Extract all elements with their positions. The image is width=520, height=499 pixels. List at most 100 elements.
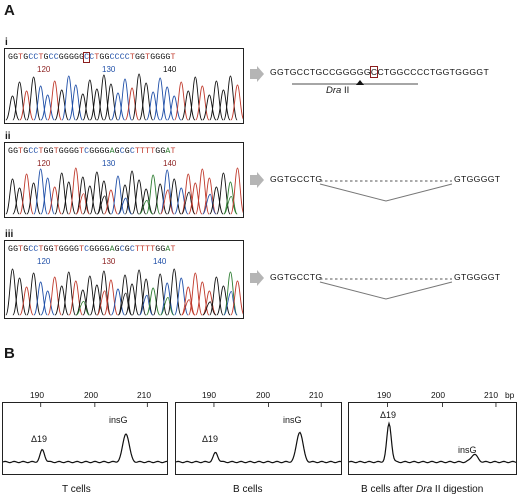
base-letter: G — [63, 53, 69, 62]
base-letter: C — [28, 147, 34, 156]
base-letter: T — [134, 245, 141, 254]
position-label: 130 — [102, 159, 116, 168]
base-letter: T — [170, 53, 176, 62]
deletion-bracket-iii — [319, 278, 453, 300]
trace-peak — [146, 174, 161, 215]
position-label: 140 — [163, 65, 177, 74]
result-base: G — [315, 67, 323, 77]
trace-peak — [110, 92, 126, 121]
trace-iii — [5, 268, 243, 316]
result-base: T — [449, 67, 456, 77]
base-letter: G — [155, 147, 161, 156]
base-letter: T — [170, 147, 176, 156]
trace-peak-secondary — [202, 301, 217, 316]
trace-peak — [230, 167, 243, 215]
arrow-icon — [250, 172, 264, 188]
base-letter: A — [109, 245, 115, 254]
base-letter: C — [129, 245, 135, 254]
trace-peak — [61, 271, 76, 316]
trace-peak — [202, 94, 217, 121]
trace-peak — [216, 89, 231, 121]
row-ii-label: ii — [5, 131, 11, 142]
tick-label: 200 — [431, 390, 445, 400]
base-letter: C — [28, 245, 34, 254]
trace-peak — [12, 81, 27, 121]
scan-panel-b-cells-dra-ii — [348, 402, 517, 475]
base-letter: G — [114, 245, 120, 254]
trace-peak — [33, 85, 48, 121]
base-letter: G — [124, 147, 130, 156]
base-letter: T — [18, 245, 24, 254]
trace-peak — [223, 181, 238, 215]
chromatogram-iii: GGTGCCTGGTGGGGTCGGGGAGCGCTTTTGGAT 120 13… — [4, 240, 244, 319]
unit-label-bp: bp — [505, 390, 515, 400]
result-base: G — [270, 67, 278, 77]
result-base: C — [303, 67, 310, 77]
scan-trace — [349, 403, 516, 464]
result-base: T — [284, 67, 290, 77]
base-letter: G — [74, 53, 80, 62]
base-letter: T — [53, 147, 59, 156]
trace-peak-secondary — [118, 197, 132, 215]
result-base: C — [410, 67, 417, 77]
trace-peak — [82, 275, 97, 316]
base-letter: T — [94, 53, 100, 62]
trace-peak — [47, 80, 62, 121]
base-letter: G — [160, 53, 166, 62]
base-letter: G — [155, 53, 161, 62]
dra-ii-site-underline — [292, 80, 418, 85]
trace-peak — [209, 276, 224, 316]
trace-peak — [153, 183, 168, 215]
trace-peak — [230, 280, 243, 316]
result-base: G — [442, 67, 450, 77]
trace-peak — [153, 77, 168, 121]
base-letter: G — [89, 147, 95, 156]
trace-i — [5, 73, 243, 121]
result-base: G — [277, 67, 285, 77]
base-letter: G — [165, 53, 171, 62]
trace-peak — [124, 170, 140, 215]
sequence-ii: GGTGCCTGGTGGGGTCGGGGAGCGCTTTTGGAT — [8, 147, 176, 156]
trace-peak-secondary — [223, 195, 238, 215]
trace-ii — [5, 167, 243, 215]
trace-peak — [82, 185, 97, 215]
trace-peak — [75, 176, 90, 215]
trace-peak — [188, 76, 203, 121]
position-label: 120 — [37, 159, 51, 168]
trace-peak — [75, 93, 90, 121]
base-letter: G — [68, 53, 75, 62]
peak-label-delta19: Δ19 — [31, 434, 48, 444]
result-base: C — [296, 67, 304, 77]
trace-peak — [40, 177, 55, 215]
trace-peak — [96, 74, 112, 121]
base-letter: T — [150, 147, 156, 156]
trace-peak — [26, 76, 41, 121]
base-letter: C — [119, 245, 125, 254]
trace-peak — [75, 289, 90, 316]
base-letter: G — [23, 147, 29, 156]
base-letter: G — [104, 53, 110, 62]
base-letter: G — [160, 147, 166, 156]
result-left-ii: GGTGCCTG — [270, 174, 323, 184]
result-base: G — [349, 67, 357, 77]
trace-peak — [195, 85, 210, 121]
base-letter: T — [140, 245, 146, 254]
trace-peak — [138, 188, 154, 215]
base-letter: G — [23, 53, 29, 62]
chromatogram-ii: GGTGCCTGGTGGGGTCGGGGAGCGCTTTTGGAT 120 13… — [4, 142, 244, 218]
base-letter: T — [38, 53, 44, 62]
trace-peak — [174, 187, 189, 215]
dra-ii-site-label: Dra II — [326, 85, 350, 96]
base-letter: G — [58, 245, 64, 254]
trace-peak — [54, 172, 69, 215]
base-letter: C — [28, 53, 34, 62]
base-letter: G — [79, 53, 85, 62]
result-base: C — [416, 67, 424, 77]
trace-peak — [181, 90, 196, 121]
trace-peak — [82, 79, 97, 121]
trace-peak — [68, 84, 83, 121]
base-letter: C — [124, 53, 130, 62]
trace-peak — [188, 182, 203, 215]
base-letter: G — [160, 245, 166, 254]
trace-peak — [110, 288, 126, 316]
